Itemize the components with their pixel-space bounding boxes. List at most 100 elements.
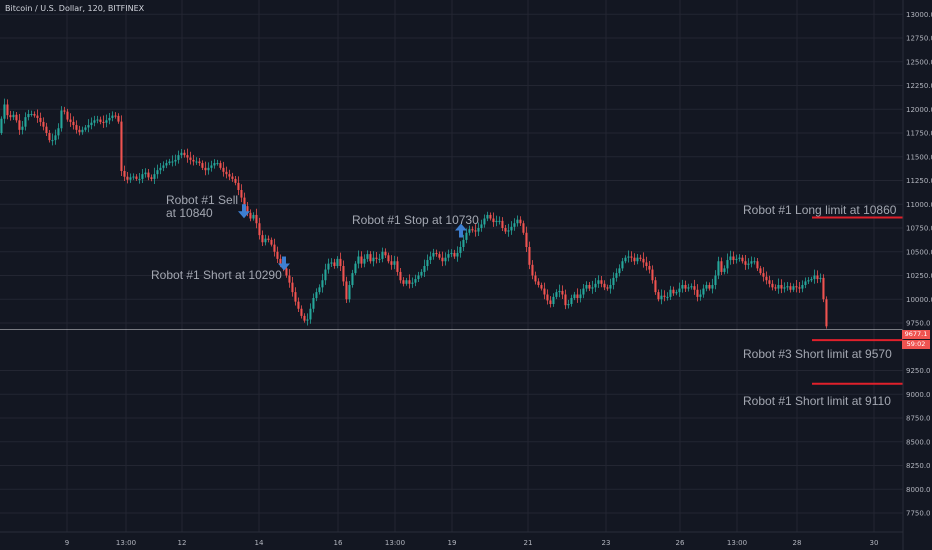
candle-body [624,257,627,262]
candle-body [660,295,663,300]
x-tick-label: 13:00 [385,539,405,547]
candle-body [204,167,207,171]
candle-body [6,104,9,116]
candle-body [216,163,219,165]
signal-arrows [238,204,467,271]
candle-body [87,125,90,128]
candle-body [597,280,600,284]
candle-body [396,261,399,272]
y-tick-label: 8250.0 [906,462,931,470]
candle-body [108,117,111,121]
candle-body [402,280,405,284]
y-tick-label: 8750.0 [906,415,931,423]
candle-body [615,273,618,278]
candle-body [492,218,495,223]
candle-body [201,163,204,168]
candle-body [777,285,780,289]
candle-body [252,214,255,219]
candle-body [807,280,810,282]
candle-body [84,127,87,130]
candle-body [411,282,414,284]
chart-title: Bitcoin / U.S. Dollar, 120, BITFINEX [5,4,145,13]
candle-body [393,261,396,265]
candle-body [186,155,189,158]
candle-body [756,261,759,269]
candle-body [366,254,369,259]
candle-body [342,266,345,282]
candle-body [678,288,681,293]
candle-body [312,298,315,309]
candle-body [195,161,198,163]
candle-body [57,128,60,136]
candle-body [753,261,756,263]
candle-body [306,319,309,321]
candle-body [336,258,339,266]
candle-body [534,275,537,282]
candle-body [171,161,174,163]
candle-body [558,290,561,293]
candle-body [567,304,570,306]
candle-body [417,275,420,280]
y-tick-label: 8000.0 [906,486,931,494]
candle-body [576,294,579,299]
candle-body [24,117,27,127]
candle-body [447,254,450,258]
candle-body [723,268,726,272]
candle-body [747,263,750,265]
y-tick-label: 10250.0 [906,272,932,280]
candle-body [501,220,504,228]
candle-body [330,262,333,264]
x-tick-label: 12 [178,539,187,547]
y-axis[interactable]: 13000.0 12750.0 12500.0 12250.0 12000.0 11750… [906,11,932,518]
candle-body [75,125,78,130]
candle-body [537,281,540,285]
candle-body [198,161,201,164]
candle-body [525,232,528,247]
y-tick-label: 12500.0 [906,58,932,66]
candle-body [453,252,456,257]
candle-body [18,120,21,130]
y-tick-label: 9250.0 [906,367,931,375]
candle-body [750,261,753,264]
candle-body [348,285,351,300]
y-tick-label: 10000.0 [906,296,932,304]
candle-body [315,292,318,299]
candle-body [360,256,363,264]
candle-body [165,163,168,166]
candle-body [744,261,747,265]
candle-body [573,294,576,299]
candle-body [486,214,489,219]
candle-body [45,126,48,133]
candle-body [138,178,141,180]
candle-body [528,247,531,265]
candle-body [111,115,114,118]
candle-body [255,214,258,224]
candle-body [666,296,669,298]
candle-body [93,120,96,123]
candle-body [612,277,615,285]
candle-body [159,167,162,171]
candle-body [54,135,57,141]
candle-body [114,115,117,117]
candle-body [354,263,357,274]
candle-body [33,114,36,116]
y-tick-label: 9750.0 [906,320,931,328]
candle-body [636,257,639,262]
candle-body [264,238,267,243]
x-axis[interactable]: 9 13:00 12 14 16 13:00 19 21 23 26 13:00 28 30 [65,539,879,547]
candle-body [126,176,129,180]
candle-body [693,286,696,290]
candle-body [294,292,297,302]
candle-body [708,285,711,289]
candle-body [813,275,816,280]
x-tick-label: 13:00 [727,539,747,547]
candle-body [669,289,672,297]
candle-body [177,155,180,160]
candle-body [429,256,432,261]
candle-body [684,285,687,289]
candle-body [738,257,741,259]
candles [0,98,828,329]
candle-body [609,285,612,289]
candle-body [552,296,555,304]
